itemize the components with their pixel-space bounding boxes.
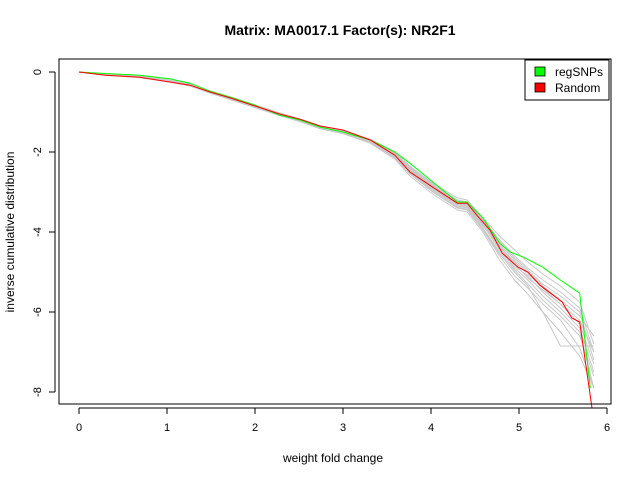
- legend-label-regsnps: regSNPs: [555, 65, 603, 79]
- background-line-1: [78, 71, 595, 353]
- y-tick-label: -6: [32, 307, 44, 317]
- legend-swatch-regsnps: [534, 66, 546, 77]
- legend: regSNPs Random: [524, 59, 610, 101]
- background-line-4: [78, 71, 595, 377]
- axes: 0 1 2 3 4 5 6 0 -2 -4 -6 -8: [32, 58, 612, 434]
- series-line-random: [78, 71, 593, 409]
- background-line-9: [78, 71, 595, 389]
- background-line-0: [78, 71, 595, 373]
- y-tick-label: -4: [32, 227, 44, 237]
- x-tick-label: 2: [252, 422, 258, 434]
- series-line-regsnps: [78, 71, 591, 389]
- x-tick-label: 5: [516, 422, 522, 434]
- legend-label-random: Random: [555, 81, 600, 95]
- legend-swatch-random: [534, 82, 546, 93]
- x-axis-label: weight fold change: [282, 451, 383, 465]
- background-line-5: [78, 71, 595, 361]
- x-tick-label: 0: [76, 422, 82, 434]
- y-tick-label: 0: [32, 69, 44, 75]
- background-line-6: [78, 71, 594, 347]
- background-line-8: [78, 71, 595, 345]
- main-lines: [78, 71, 593, 409]
- legend-box: [524, 59, 610, 101]
- x-tick-label: 6: [604, 422, 610, 434]
- x-tick-label: 1: [164, 422, 170, 434]
- background-lines: [78, 71, 595, 389]
- chart-title: Matrix: MA0017.1 Factor(s): NR2F1: [224, 22, 455, 38]
- x-tick-label: 3: [340, 422, 346, 434]
- background-line-11: [78, 71, 595, 353]
- background-line-7: [78, 71, 595, 389]
- y-tick-label: -2: [32, 147, 44, 157]
- plot-frame: [58, 58, 612, 405]
- background-line-10: [78, 71, 595, 365]
- y-axis-label: inverse cumulative distribution: [3, 152, 17, 313]
- y-tick-label: -8: [32, 387, 44, 397]
- background-line-3: [78, 71, 595, 337]
- background-line-2: [78, 71, 595, 389]
- x-tick-label: 4: [428, 422, 434, 434]
